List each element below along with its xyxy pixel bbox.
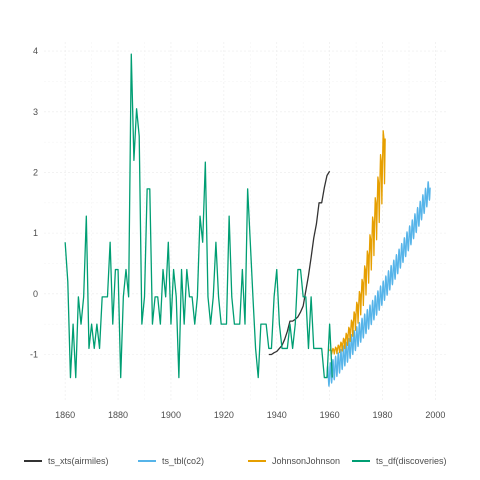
legend-label: ts_tbl(co2) <box>162 456 205 466</box>
chart-legend: ts_xts(airmiles) ts_tbl(co2) JohnsonJohnso… <box>0 452 480 470</box>
x-tick-label-1860: 1860 <box>55 410 75 420</box>
x-tick-label-1920: 1920 <box>214 410 234 420</box>
grid-lines <box>44 42 446 400</box>
x-tick-label-1960: 1960 <box>320 410 340 420</box>
series-line-0 <box>268 170 331 356</box>
legend-item-3: ts_df(discoveries) <box>352 452 447 470</box>
y-tick-label-2: 2 <box>33 167 38 177</box>
x-tick-label-1980: 1980 <box>373 410 393 420</box>
x-tick-label-1880: 1880 <box>108 410 128 420</box>
x-tick-label-1900: 1900 <box>161 410 181 420</box>
axis-tick-labels: 1860 1880 1900 1920 1940 1960 1980 2000 -1 0 1 2 3 4 <box>30 46 445 420</box>
legend-label: JohnsonJohnson <box>272 456 341 466</box>
series-line-2 <box>329 130 386 355</box>
y-tick-label-4: 4 <box>33 46 38 56</box>
legend-swatch <box>248 460 266 462</box>
x-tick-label-1940: 1940 <box>267 410 287 420</box>
y-tick-label--1: -1 <box>30 349 38 359</box>
legend-swatch <box>352 460 370 462</box>
legend-label: ts_df(discoveries) <box>376 456 447 466</box>
series-line-3 <box>64 53 333 379</box>
y-tick-label-1: 1 <box>33 228 38 238</box>
y-tick-label-0: 0 <box>33 289 38 299</box>
x-tick-label-2000: 2000 <box>425 410 445 420</box>
legend-item-0: ts_xts(airmiles) <box>24 452 109 470</box>
legend-item-1: ts_tbl(co2) <box>138 452 204 470</box>
series-line-1 <box>326 181 431 387</box>
y-tick-label-3: 3 <box>33 107 38 117</box>
legend-label: ts_xts(airmiles) <box>48 456 109 466</box>
legend-item-2: JohnsonJohnson <box>248 452 340 470</box>
series-layer <box>64 53 431 387</box>
legend-swatch <box>24 460 42 462</box>
legend-swatch <box>138 460 156 462</box>
